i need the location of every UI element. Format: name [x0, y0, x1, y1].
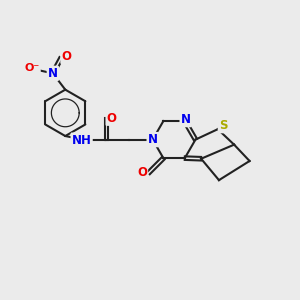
Text: N: N — [148, 133, 158, 146]
Text: O⁻: O⁻ — [24, 63, 40, 73]
Text: N: N — [48, 67, 58, 80]
Text: O: O — [107, 112, 117, 125]
Text: S: S — [219, 119, 227, 132]
Text: O: O — [61, 50, 71, 63]
Text: NH: NH — [72, 134, 92, 147]
Text: N: N — [181, 113, 191, 126]
Text: O: O — [137, 167, 147, 179]
